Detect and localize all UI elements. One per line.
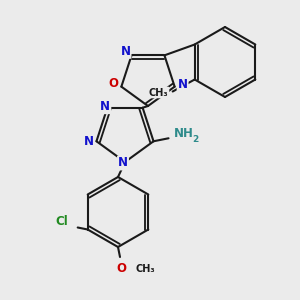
Text: N: N — [121, 45, 130, 58]
Text: N: N — [83, 135, 94, 148]
Text: N: N — [100, 100, 110, 113]
Text: Cl: Cl — [55, 215, 68, 228]
Text: N: N — [118, 157, 128, 169]
Text: N: N — [178, 78, 188, 91]
Text: O: O — [108, 77, 118, 90]
Text: 2: 2 — [192, 135, 199, 144]
Text: CH₃: CH₃ — [149, 88, 169, 98]
Text: O: O — [116, 262, 126, 275]
Text: CH₃: CH₃ — [136, 264, 156, 274]
Text: NH: NH — [174, 127, 194, 140]
